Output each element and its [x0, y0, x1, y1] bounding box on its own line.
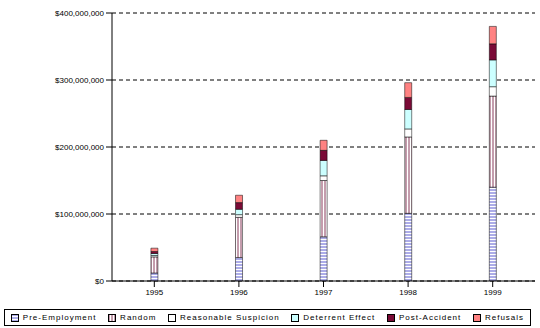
- svg-text:1996: 1996: [230, 288, 248, 297]
- html-text:Refusals: Refusals: [485, 313, 525, 322]
- svg-text:1998: 1998: [399, 288, 417, 297]
- svg-text:$100,000,000: $100,000,000: [55, 210, 104, 219]
- html-text:Pre-Employment: Pre-Employment: [22, 313, 97, 322]
- svg-text:1995: 1995: [145, 288, 163, 297]
- svg-text:1997: 1997: [315, 288, 333, 297]
- html-text:Post-Accident: Post-Accident: [398, 313, 462, 322]
- svg-text:1999: 1999: [484, 288, 502, 297]
- svg-text:$400,000,000: $400,000,000: [55, 9, 104, 18]
- html-text:Random: Random: [120, 313, 157, 322]
- html-text:Reasonable Suspicion: Reasonable Suspicion: [180, 313, 280, 322]
- svg-text:$300,000,000: $300,000,000: [55, 76, 104, 85]
- html-text:Deterrent Effect: Deterrent Effect: [303, 313, 376, 322]
- svg-text:$0: $0: [95, 277, 104, 286]
- svg-text:$200,000,000: $200,000,000: [55, 143, 104, 152]
